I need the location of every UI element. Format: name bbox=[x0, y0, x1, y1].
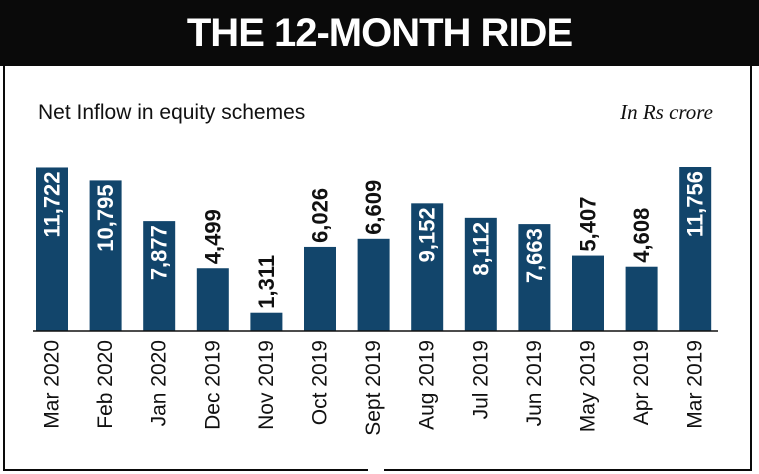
category-label: Feb 2020 bbox=[94, 340, 117, 429]
bar bbox=[679, 167, 712, 331]
category-label: Oct 2019 bbox=[309, 340, 332, 425]
category-label: Jul 2019 bbox=[469, 340, 492, 419]
bar bbox=[518, 224, 551, 331]
chart-subtitle: Net Inflow in equity schemes bbox=[38, 101, 306, 124]
bar bbox=[304, 246, 336, 331]
bar-value-label: 5,407 bbox=[576, 197, 601, 252]
bar bbox=[357, 238, 390, 331]
bar-value-label: 6,026 bbox=[308, 188, 333, 243]
category-label: Apr 2019 bbox=[630, 340, 653, 425]
bar-value-label: 11,722 bbox=[40, 171, 65, 237]
bar bbox=[464, 217, 497, 331]
bar-value-label: 6,609 bbox=[361, 180, 386, 235]
category-label: Nov 2019 bbox=[255, 340, 278, 430]
bar-value-label: 11,756 bbox=[683, 171, 708, 237]
bar bbox=[250, 312, 283, 331]
category-label: Jan 2020 bbox=[148, 340, 171, 426]
bar-value-label: 4,499 bbox=[200, 209, 225, 264]
bar bbox=[36, 167, 68, 331]
top-notch-mark bbox=[377, 0, 380, 7]
bar-value-label: 8,112 bbox=[468, 222, 493, 276]
unit-label: In Rs crore bbox=[620, 100, 713, 124]
bar bbox=[572, 255, 604, 331]
category-label: Aug 2019 bbox=[416, 340, 439, 430]
category-label: Mar 2020 bbox=[41, 340, 64, 429]
category-label: Jun 2019 bbox=[523, 340, 546, 426]
bar-value-label: 9,152 bbox=[415, 207, 440, 262]
category-label: Sept 2019 bbox=[362, 340, 385, 436]
bar-value-label: 7,663 bbox=[522, 228, 547, 283]
category-label: Dec 2019 bbox=[201, 340, 224, 430]
bar-value-label: 7,877 bbox=[147, 225, 172, 280]
category-label: May 2019 bbox=[577, 340, 600, 432]
bar-value-label: 1,311 bbox=[254, 255, 279, 309]
category-label: Mar 2019 bbox=[684, 340, 707, 429]
chart-title: THE 12-MONTH RIDE bbox=[186, 10, 573, 55]
bar-value-label: 4,608 bbox=[629, 208, 654, 263]
bottom-notch bbox=[368, 462, 384, 474]
bar bbox=[411, 203, 444, 331]
title-bar: THE 12-MONTH RIDE bbox=[0, 0, 759, 66]
bar-value-label: 10,795 bbox=[93, 184, 118, 251]
bar bbox=[89, 180, 122, 331]
bar bbox=[143, 221, 176, 331]
bar bbox=[625, 266, 658, 331]
bar bbox=[196, 268, 229, 331]
